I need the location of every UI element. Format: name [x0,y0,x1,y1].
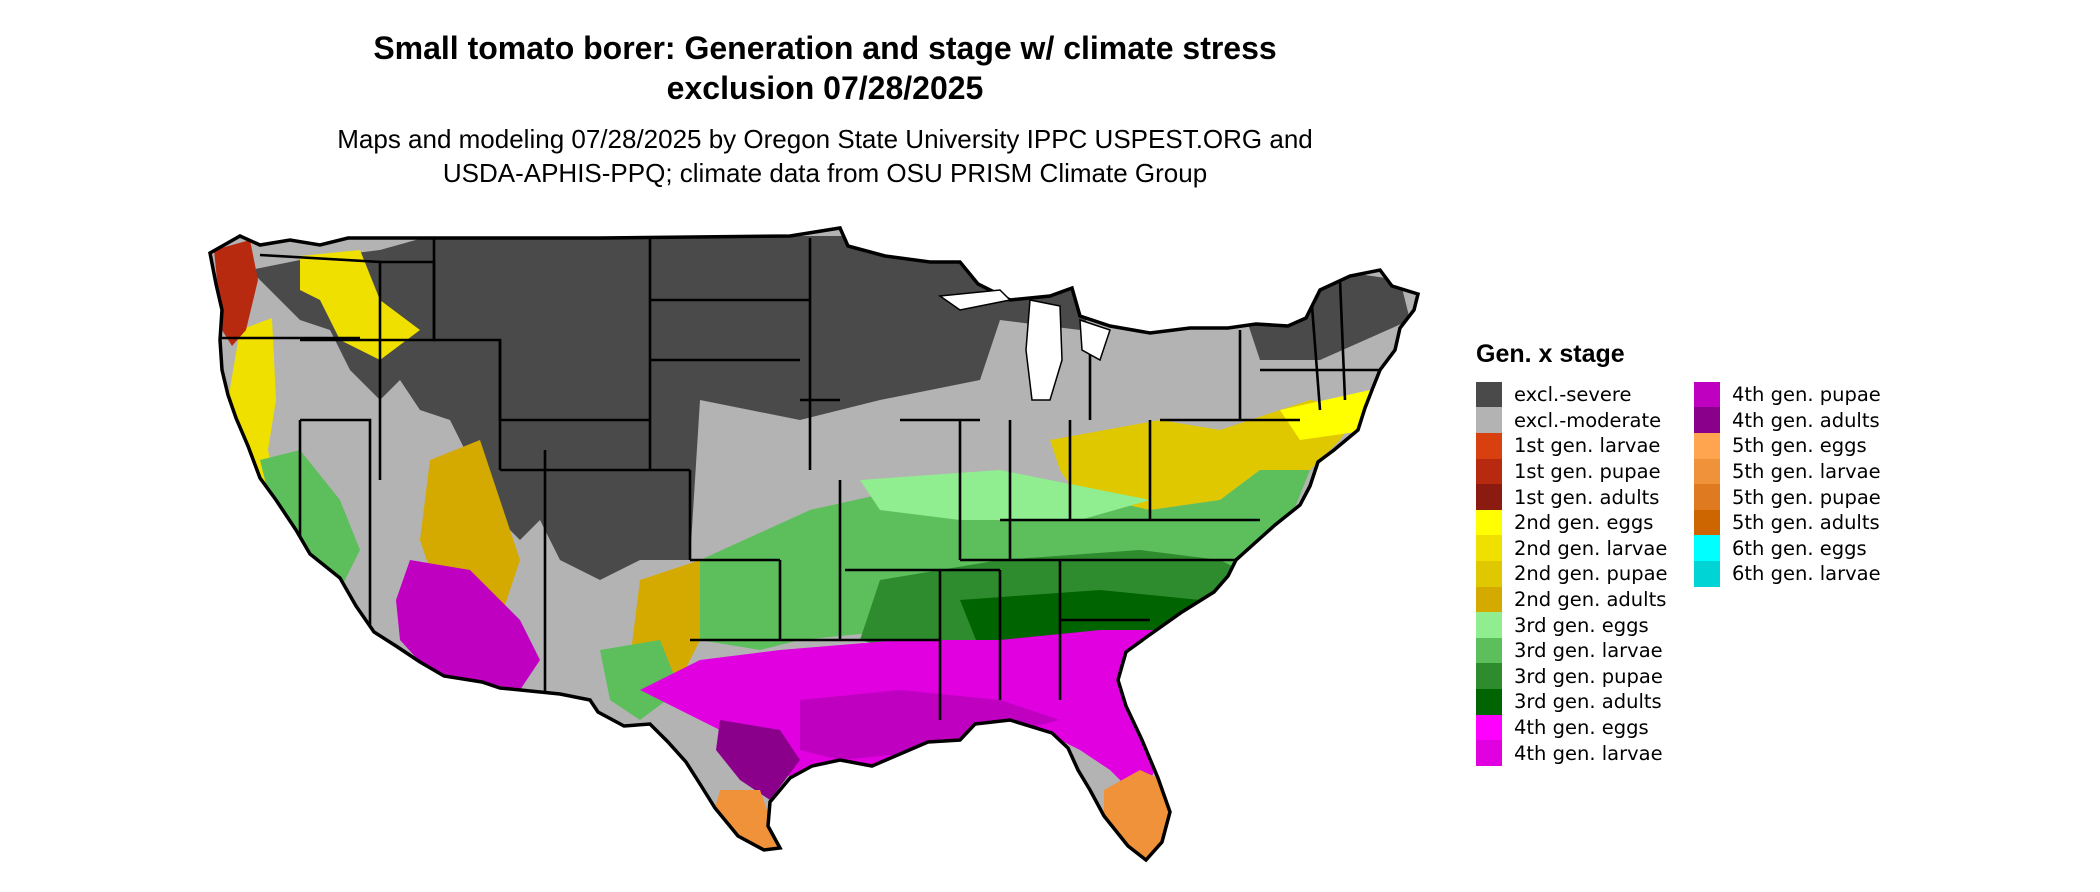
legend-label: 2nd gen. larvae [1514,536,1668,560]
legend-swatch [1476,586,1502,613]
legend-swatch [1476,714,1502,741]
legend-item: 4th gen. eggs [1476,714,1668,741]
legend-swatch [1694,432,1720,459]
legend-item: 2nd gen. adults [1476,586,1668,613]
legend-swatch [1694,535,1720,562]
legend-label: 4th gen. eggs [1514,716,1649,740]
legend-swatch [1694,381,1720,408]
legend-label: 6th gen. eggs [1732,536,1867,560]
legend-swatch [1476,407,1502,434]
legend-item: 4th gen. adults [1694,407,1881,434]
legend-swatch [1476,740,1502,767]
legend-label: 5th gen. eggs [1732,434,1867,458]
legend-label: 2nd gen. adults [1514,588,1667,612]
legend-swatch [1694,484,1720,511]
legend-item: 3rd gen. eggs [1476,612,1668,639]
map-subtitle-line-2: USDA-APHIS-PPQ; climate data from OSU PR… [442,158,1208,188]
legend-item: excl.-moderate [1476,407,1668,434]
legend-item: 3rd gen. larvae [1476,637,1668,664]
map-subtitle-line-1: Maps and modeling 07/28/2025 by Oregon S… [337,124,1313,154]
legend-item: 5th gen. larvae [1694,458,1881,485]
legend-item: 3rd gen. pupae [1476,663,1668,690]
legend-item: 5th gen. pupae [1694,484,1881,511]
legend-swatch [1476,688,1502,715]
legend-item: 2nd gen. larvae [1476,535,1668,562]
legend-item: 5th gen. eggs [1694,432,1881,459]
legend-label: 1st gen. adults [1514,485,1660,509]
legend-swatch [1476,509,1502,536]
legend-swatch [1476,663,1502,690]
legend-column-1: excl.-severe excl.-moderate 1st gen. larva… [1476,381,1668,767]
legend-label: 3rd gen. eggs [1514,613,1649,637]
legend-item: 2nd gen. pupae [1476,560,1668,587]
legend-label: 5th gen. larvae [1732,460,1881,484]
legend-label: 4th gen. adults [1732,408,1880,432]
legend-swatch [1476,458,1502,485]
us-map [208,226,1421,863]
legend-label: 2nd gen. pupae [1514,562,1668,586]
legend-column-2: 4th gen. pupae 4th gen. adults 5th gen. eg… [1694,381,1881,587]
legend-label: 6th gen. larvae [1732,562,1881,586]
legend-swatch [1476,535,1502,562]
legend-swatch [1694,458,1720,485]
legend-swatch [1694,560,1720,587]
legend-item: 2nd gen. eggs [1476,509,1668,536]
legend-item: 4th gen. larvae [1476,740,1668,767]
legend-label: 5th gen. pupae [1732,485,1881,509]
legend-item: excl.-severe [1476,381,1668,408]
legend-item: 6th gen. larvae [1694,560,1881,587]
legend-swatch [1476,612,1502,639]
legend-item: 5th gen. adults [1694,509,1881,536]
map-title-line-2: exclusion 07/28/2025 [666,70,984,106]
map-title-line-1: Small tomato borer: Generation and stage… [373,30,1277,66]
legend-label: excl.-moderate [1514,408,1662,432]
legend-label: excl.-severe [1514,383,1632,407]
legend-title: Gen. x stage [1476,340,1625,368]
legend-label: 3rd gen. larvae [1514,639,1663,663]
legend-item: 1st gen. larvae [1476,432,1668,459]
legend-label: 3rd gen. adults [1514,690,1662,714]
legend-item: 6th gen. eggs [1694,535,1881,562]
legend-swatch [1476,484,1502,511]
legend-label: 4th gen. larvae [1514,741,1663,765]
legend-item: 1st gen. pupae [1476,458,1668,485]
legend-label: 5th gen. adults [1732,511,1880,535]
legend-item: 1st gen. adults [1476,484,1668,511]
legend-swatch [1476,637,1502,664]
legend-label: 3rd gen. pupae [1514,664,1663,688]
legend-item: 3rd gen. adults [1476,688,1668,715]
legend-swatch [1476,381,1502,408]
legend-label: 1st gen. larvae [1514,434,1661,458]
legend-swatch [1694,509,1720,536]
legend-label: 1st gen. pupae [1514,460,1661,484]
legend-swatch [1476,432,1502,459]
legend-swatch [1476,560,1502,587]
legend-label: 2nd gen. eggs [1514,511,1654,535]
legend-swatch [1694,407,1720,434]
legend-label: 4th gen. pupae [1732,383,1881,407]
legend-item: 4th gen. pupae [1694,381,1881,408]
